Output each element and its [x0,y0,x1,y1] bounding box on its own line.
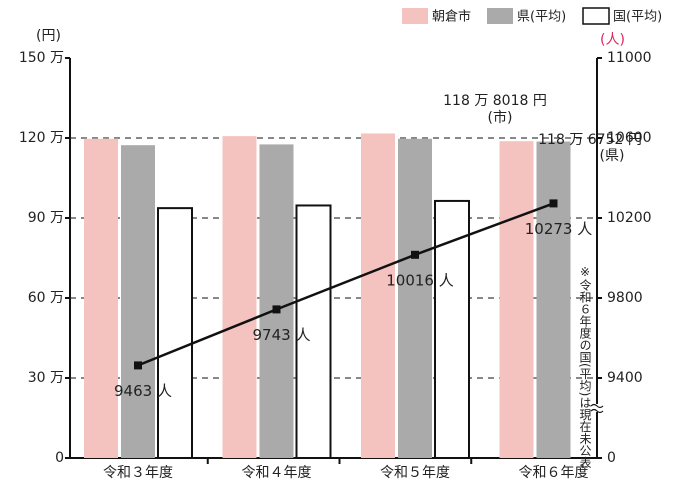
y2-tick-label: 9800 [607,290,643,306]
note: ※令和６年度の国(平均)は現在未公表 [578,265,592,468]
y2-tick-label: 9400 [607,370,643,386]
legend-swatch [582,7,610,25]
y2-tick-label: 10200 [607,210,652,226]
data-label: 10273 人 [525,220,593,238]
annotation: (県) [600,148,625,164]
axis-break [590,403,604,414]
bar [222,136,257,458]
y-tick-label: 120 万 [19,130,64,146]
y-tick-label: 30 万 [28,370,64,386]
annotation: 118 万 8018 円 [443,93,547,109]
legend-label: 朝倉市 [432,9,471,25]
y-tick-label: 0 [55,450,64,466]
data-label: 9463 人 [114,382,172,400]
y2-tick-label: 11000 [607,50,652,66]
data-label: 10016 人 [386,271,454,289]
line [137,202,554,367]
annotation: 118 万 6752 円 [538,132,642,148]
marker [272,305,281,314]
legend-swatch [487,8,513,24]
annotation: (市) [488,109,513,126]
bar [398,138,432,459]
bar [499,141,534,459]
legend-label: 県(平均) [517,10,566,25]
y-axis-unit: (円) [36,28,61,44]
y2-axis-unit: (人) [600,32,625,48]
axis-break-gap [593,404,601,412]
legend-label: 国(平均) [613,10,662,25]
marker [411,250,419,259]
bar [259,144,294,458]
bar [121,145,155,458]
x-tick-label: 令和４年度 [242,465,312,481]
marker [549,199,558,208]
bar [295,204,332,459]
y-tick-label: 150 万 [19,50,64,66]
y-tick-label: 60 万 [28,290,64,306]
x-tick-label: 令和６年度 [519,465,589,481]
bar [536,141,571,458]
marker [134,361,142,370]
bar [361,133,395,458]
y2-tick-label: 0 [607,450,616,466]
x-tick-label: 令和５年度 [380,465,450,481]
bar [157,207,193,459]
bar [434,199,470,460]
data-label: 9743 人 [253,326,311,344]
bar [84,138,118,459]
legend-swatch [402,8,428,24]
x-tick-label: 令和３年度 [103,465,173,481]
y2-tick-label: 10600 [607,130,652,146]
y-tick-label: 90 万 [28,210,64,226]
